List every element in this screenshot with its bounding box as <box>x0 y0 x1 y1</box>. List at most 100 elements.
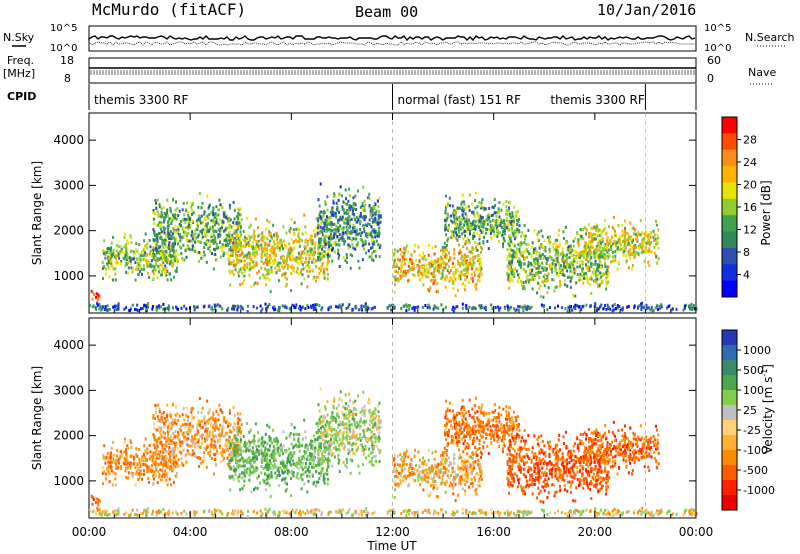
power-cell <box>211 308 214 312</box>
power-cell <box>187 231 190 235</box>
power-cell <box>594 270 597 274</box>
velocity-cell <box>147 476 150 480</box>
power-cell <box>531 241 534 245</box>
power-cell <box>213 216 216 220</box>
velocity-cell <box>152 453 155 457</box>
power-cell <box>373 228 376 232</box>
velocity-cell <box>191 424 194 428</box>
power-cell <box>670 308 673 312</box>
power-cell <box>558 228 561 232</box>
velocity-cell <box>212 425 215 428</box>
power-cell <box>563 279 566 283</box>
power-cell <box>399 253 402 256</box>
power-cell <box>579 263 581 267</box>
velocity-cell <box>152 481 155 485</box>
power-cell <box>339 185 342 189</box>
power-cell <box>397 278 400 281</box>
power-cell <box>632 250 635 254</box>
power-cell <box>347 199 350 203</box>
power-cell <box>412 305 415 309</box>
power-cell <box>568 256 571 260</box>
power-cell <box>348 209 351 213</box>
power-cell <box>512 220 515 224</box>
power-cell <box>185 247 188 251</box>
power-cell <box>183 213 186 217</box>
power-cell <box>501 233 504 237</box>
power-cell <box>238 224 240 228</box>
power-cell <box>283 259 286 263</box>
power-cell <box>103 239 106 243</box>
power-cell <box>328 245 330 249</box>
power-cell <box>465 230 468 234</box>
power-cell <box>531 245 534 249</box>
power-cell <box>597 229 600 232</box>
power-cell <box>461 306 464 310</box>
power-cell <box>500 208 503 212</box>
power-cell <box>278 248 281 252</box>
power-cell <box>471 210 474 214</box>
power-cell <box>584 244 586 248</box>
power-cell <box>422 283 425 287</box>
power-cell <box>538 254 541 258</box>
power-cell <box>288 251 291 255</box>
power-cell <box>126 239 129 243</box>
power-cell <box>353 207 356 211</box>
power-cell <box>139 264 142 268</box>
power-cell <box>156 234 159 238</box>
power-cell <box>411 267 414 271</box>
power-cell <box>247 241 250 244</box>
power-cell <box>637 306 639 310</box>
power-cell <box>272 254 275 258</box>
power-cell <box>507 278 510 282</box>
power-cell <box>169 254 172 258</box>
power-cell <box>165 245 168 249</box>
power-cell <box>107 264 110 268</box>
power-cell <box>233 217 236 221</box>
power-cell <box>153 265 156 269</box>
power-cell <box>236 222 239 226</box>
power-cell <box>143 239 146 243</box>
power-cell <box>695 307 698 311</box>
velocity-cell <box>204 429 207 433</box>
power-cell <box>135 242 138 246</box>
power-cell <box>407 269 409 273</box>
power-cell <box>252 265 255 269</box>
power-cell <box>168 262 171 266</box>
velocity-cell <box>125 459 127 462</box>
power-cell <box>158 221 161 225</box>
power-cell <box>172 236 175 240</box>
power-cell <box>337 227 340 231</box>
power-cell <box>308 253 311 257</box>
power-cell <box>602 307 605 311</box>
power-cell <box>429 265 432 269</box>
power-cell <box>90 289 93 293</box>
velocity-cell <box>231 453 234 457</box>
power-cell <box>355 233 358 237</box>
power-cell <box>118 245 121 249</box>
power-cell <box>498 201 501 204</box>
velocity-cell <box>162 450 165 454</box>
power-cell <box>448 196 451 200</box>
power-cell <box>444 253 447 256</box>
power-cell <box>347 247 350 251</box>
power-cell <box>227 306 230 310</box>
power-cell <box>458 215 461 219</box>
velocity-cell <box>120 452 123 456</box>
power-cell <box>353 226 356 230</box>
power-cell <box>209 243 212 247</box>
power-cell <box>598 265 601 269</box>
power-cell <box>636 234 639 238</box>
power-cell <box>434 305 436 309</box>
power-cell <box>207 305 210 309</box>
power-cell <box>210 240 213 243</box>
power-cell <box>355 216 358 219</box>
power-cell <box>237 271 240 275</box>
power-cell <box>163 231 166 235</box>
velocity-cell <box>237 432 239 436</box>
power-cell <box>589 240 592 244</box>
power-cell <box>465 217 468 221</box>
power-cell <box>519 265 522 269</box>
power-cell <box>260 246 263 250</box>
power-cell <box>441 248 444 252</box>
power-cell <box>367 196 370 200</box>
